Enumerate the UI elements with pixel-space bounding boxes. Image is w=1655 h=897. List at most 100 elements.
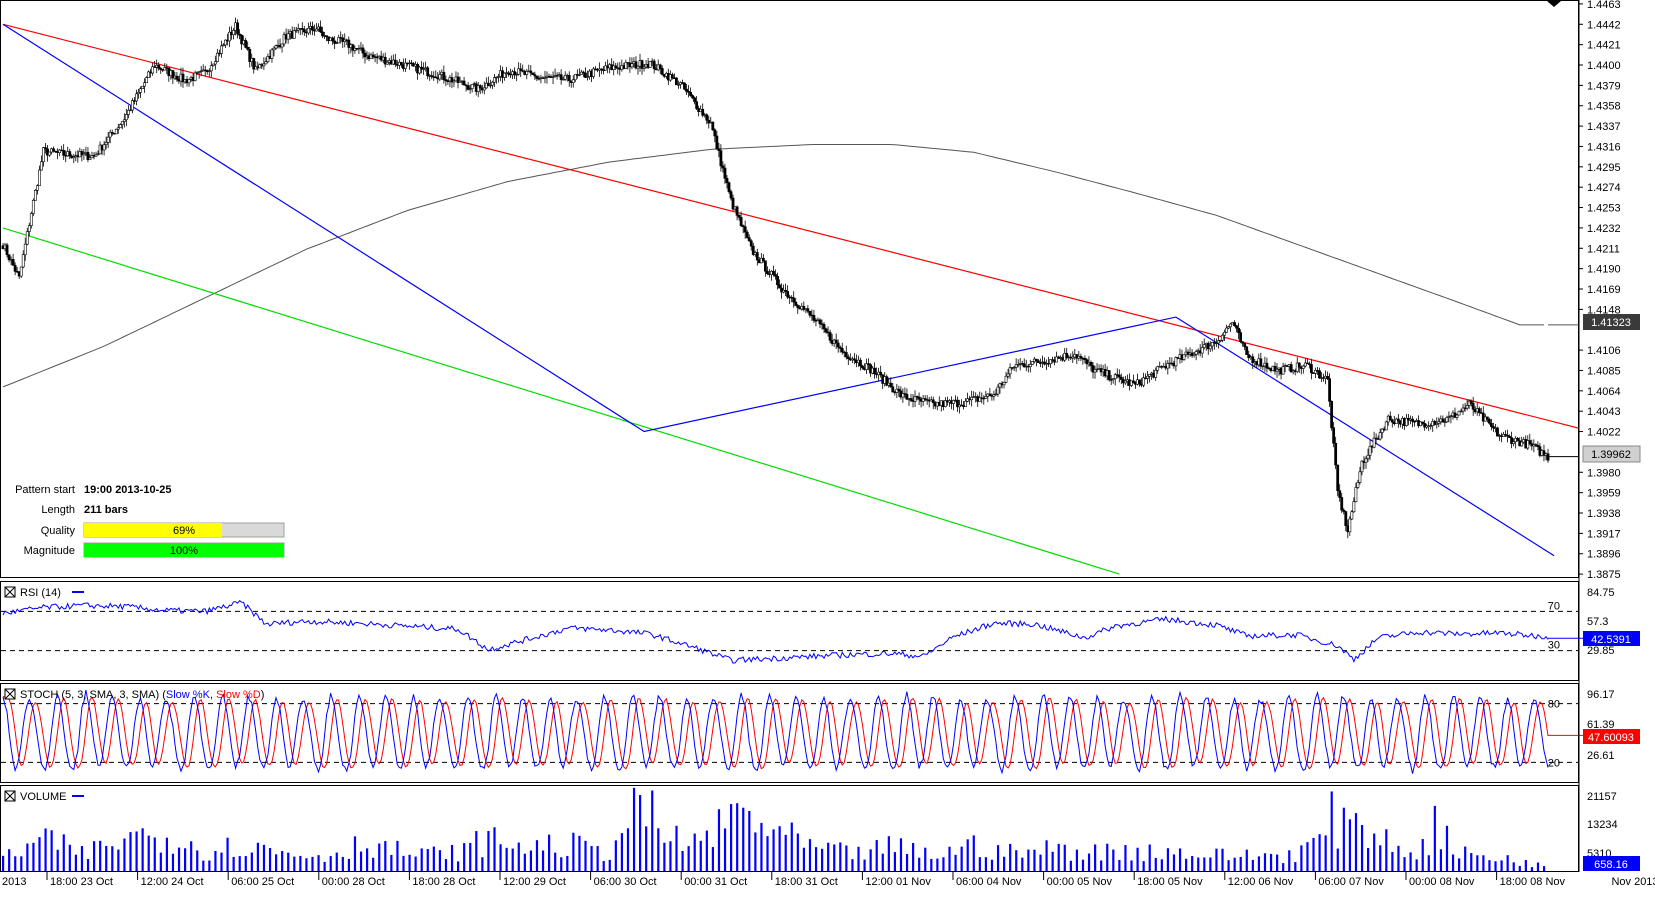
candle [1421,421,1425,426]
candle [207,68,211,77]
candle [952,399,955,411]
candle [222,43,225,47]
candle [141,85,144,90]
candle-body [468,88,472,90]
candle [1506,429,1509,443]
volume-bar [275,854,278,871]
candle [209,61,213,78]
candle-body [1036,360,1040,363]
candle [31,198,35,217]
candle-body [1334,443,1338,466]
candle-body [1396,418,1400,422]
candle-body [586,76,589,78]
candle [456,72,460,89]
candle [1437,417,1441,428]
candle-body [228,31,231,42]
candle-body [741,225,745,227]
price-tick-label: 1.4169 [1587,284,1621,296]
candle-body [988,393,992,396]
candle [442,65,446,84]
candle-body [867,363,870,365]
candle [970,390,974,407]
volume-bar [438,850,442,871]
candle-body [104,142,108,146]
candle-body [1364,458,1368,463]
volume-bar [335,852,338,871]
candle [533,71,537,80]
candle [794,297,798,307]
volume-bar [287,852,290,871]
volume-bar [366,848,369,871]
candle [642,64,646,72]
candle-body [909,398,913,401]
candle-body [1030,361,1034,365]
volume-bar [1215,848,1218,871]
price-tick-label: 1.3875 [1587,569,1621,581]
svg-text:658.16: 658.16 [1594,859,1628,871]
rsi-value-tag: 42.5391 [1583,631,1640,646]
candle-body [1208,345,1212,350]
candle-body [143,82,146,87]
candle [840,342,844,355]
candle-body [1275,369,1279,372]
candle [466,82,470,91]
stoch-value-tag: 47.60093 [1583,729,1640,744]
volume-bar [159,852,162,871]
candle [879,365,883,378]
scroll-arrow-icon[interactable] [1547,1,1561,7]
volume-bar [80,846,84,871]
candle [1156,365,1160,374]
candle-body [1004,375,1008,383]
stoch-level-label: 20 [1548,757,1560,769]
candle [822,322,826,333]
candle [634,56,638,70]
candle-body [921,398,925,402]
candle [72,153,76,164]
candle [1142,372,1145,388]
volume-bar [554,852,557,871]
candle [335,41,339,44]
candle [58,148,62,157]
candle-body [486,82,490,86]
candle [1235,324,1238,333]
candle-body [1447,416,1451,418]
volume-bar [517,842,520,871]
candle-body [335,42,339,44]
candle-body [776,275,779,286]
candle [577,68,581,77]
candle [1243,342,1247,351]
candle-body [873,367,876,375]
candle [838,345,842,353]
price-tick-label: 1.4463 [1587,0,1621,11]
volume-bar [626,828,630,871]
candle-body [693,97,697,102]
candle-body [828,332,832,341]
volume-bar [1009,843,1012,871]
volume-bar [8,849,11,871]
candle [737,214,741,221]
candle [1227,325,1230,330]
candle [88,154,92,160]
candle [1004,371,1008,384]
candle [1241,341,1245,347]
candle [171,70,175,85]
candle [116,123,120,134]
candle-body [1496,427,1499,437]
volume-bar [450,844,454,871]
candle-body [784,289,788,292]
candle-body [533,74,537,77]
candle [772,265,775,277]
candle [905,388,909,401]
volume-bar [608,859,611,871]
volume-bar [802,847,806,871]
candle-body [1520,441,1524,447]
candle-body [497,76,500,78]
volume-bar [1294,862,1297,871]
candle-body [571,79,575,83]
candle-body [145,77,148,84]
candle [5,242,9,258]
volume-bar [1227,860,1230,871]
candle-body [135,93,138,102]
candle [1338,484,1342,502]
candle-body [1273,365,1277,372]
